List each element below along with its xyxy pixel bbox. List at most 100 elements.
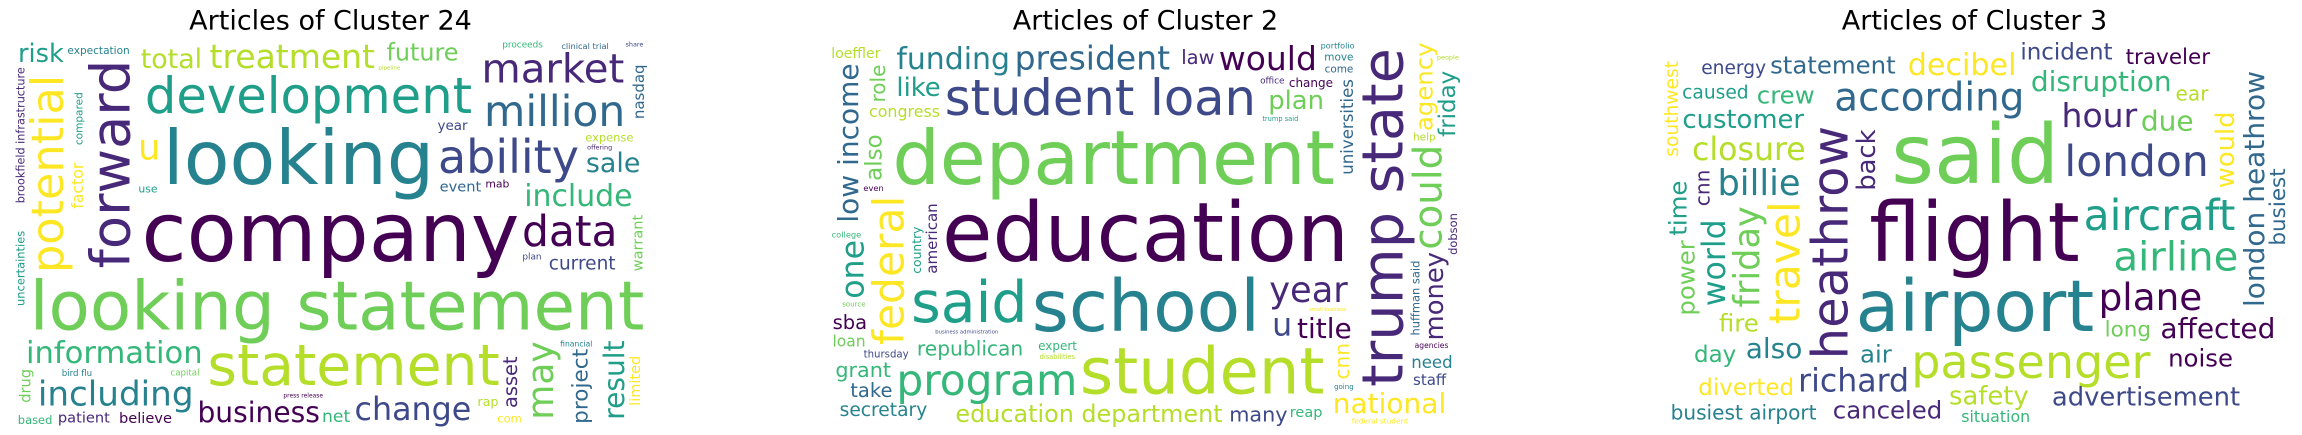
word: business administration bbox=[935, 330, 998, 336]
word: believe bbox=[119, 410, 172, 427]
word: need bbox=[1411, 353, 1452, 372]
word: development bbox=[145, 67, 472, 125]
word: day bbox=[1694, 342, 1736, 368]
word: decibel bbox=[1908, 48, 2017, 83]
word: market bbox=[482, 47, 625, 93]
word: small business bbox=[1309, 307, 1347, 313]
word: due bbox=[2141, 105, 2194, 138]
word: energy bbox=[1701, 58, 1766, 79]
word: move bbox=[1324, 52, 1353, 64]
word: busiest bbox=[2266, 168, 2291, 245]
word: power bbox=[1671, 239, 1700, 315]
word: data bbox=[522, 207, 617, 256]
word: business bbox=[197, 396, 319, 429]
word: aircraft bbox=[2084, 191, 2236, 240]
word: airport bbox=[1856, 265, 2095, 348]
word: closure bbox=[1692, 132, 1806, 168]
word: portfolio bbox=[1321, 40, 1355, 50]
word: potential bbox=[22, 75, 74, 273]
word: project bbox=[569, 349, 594, 424]
word: result bbox=[598, 340, 631, 419]
word: federal student bbox=[1352, 416, 1408, 425]
word: secretary bbox=[840, 400, 928, 421]
word: one bbox=[835, 240, 871, 299]
word: expert bbox=[1038, 339, 1077, 353]
chart-title: Articles of Cluster 3 bbox=[1842, 6, 2107, 37]
word: like bbox=[896, 73, 940, 103]
word: help bbox=[1413, 131, 1436, 143]
word: time bbox=[1664, 181, 1693, 236]
word: office bbox=[1260, 77, 1284, 87]
word: reap bbox=[1290, 405, 1323, 421]
word: com bbox=[497, 411, 521, 425]
word: funding bbox=[896, 42, 1010, 77]
word: canceled bbox=[1833, 396, 1943, 425]
word: use bbox=[138, 182, 158, 195]
word: looking bbox=[163, 115, 434, 202]
word: come bbox=[1325, 64, 1354, 76]
word: drug bbox=[18, 369, 35, 403]
word: even bbox=[863, 183, 883, 193]
word: trump said bbox=[1262, 115, 1298, 123]
word: affected bbox=[2160, 312, 2275, 345]
word: travel bbox=[1761, 201, 1810, 324]
word: long bbox=[2105, 317, 2151, 342]
word: fire bbox=[1719, 308, 1759, 337]
word: statement bbox=[1770, 51, 1896, 80]
word: net bbox=[322, 407, 350, 427]
word: based bbox=[18, 413, 53, 427]
word: expense bbox=[585, 130, 633, 144]
word: said bbox=[911, 270, 1027, 336]
word: busiest airport bbox=[1671, 401, 1817, 425]
word: mab bbox=[485, 178, 509, 191]
word: clinical trial bbox=[561, 41, 609, 51]
chart-title: Articles of Cluster 2 bbox=[1013, 6, 1278, 37]
word: year bbox=[437, 118, 468, 134]
word: safety bbox=[1949, 382, 2029, 412]
word: plan bbox=[1268, 86, 1324, 116]
word: capital bbox=[170, 369, 199, 379]
word: plan bbox=[522, 253, 541, 263]
word: money bbox=[1420, 252, 1450, 341]
word: crew bbox=[1757, 81, 1815, 110]
word: air bbox=[1860, 340, 1893, 369]
word: american bbox=[923, 203, 941, 273]
word: diverted bbox=[1698, 375, 1794, 401]
word: said bbox=[1891, 108, 2059, 203]
word: law bbox=[1181, 46, 1214, 69]
word: staff bbox=[1413, 371, 1447, 389]
word: richard bbox=[1798, 363, 1909, 399]
word: company bbox=[142, 186, 520, 281]
word: information bbox=[26, 336, 203, 371]
word: universities bbox=[1338, 79, 1357, 175]
word: trump state bbox=[1349, 48, 1416, 387]
word: rap bbox=[477, 395, 498, 410]
word: dobson bbox=[1446, 213, 1460, 255]
word: heathrow bbox=[1801, 126, 1859, 359]
word: caused bbox=[1682, 83, 1748, 104]
word: offering bbox=[587, 144, 612, 152]
word: may bbox=[521, 341, 562, 420]
word: southwest bbox=[1662, 61, 1683, 157]
word: role bbox=[866, 65, 890, 103]
word: proceeds bbox=[502, 40, 543, 50]
word: cnn bbox=[1330, 343, 1354, 380]
word: agency bbox=[1410, 42, 1439, 131]
word: factor bbox=[68, 162, 87, 209]
word: student loan bbox=[945, 69, 1256, 127]
word: hour bbox=[2062, 96, 2138, 135]
word: also bbox=[1746, 332, 1803, 365]
word: college bbox=[832, 230, 862, 240]
word: plane bbox=[2099, 275, 2203, 319]
word: department bbox=[892, 115, 1335, 202]
word: world bbox=[1697, 219, 1733, 306]
word: many bbox=[1229, 403, 1287, 427]
word: republican bbox=[917, 336, 1023, 360]
word: title bbox=[1297, 312, 1352, 345]
word: source bbox=[842, 299, 865, 308]
word: congress bbox=[869, 102, 940, 121]
word: would bbox=[1219, 39, 1317, 78]
